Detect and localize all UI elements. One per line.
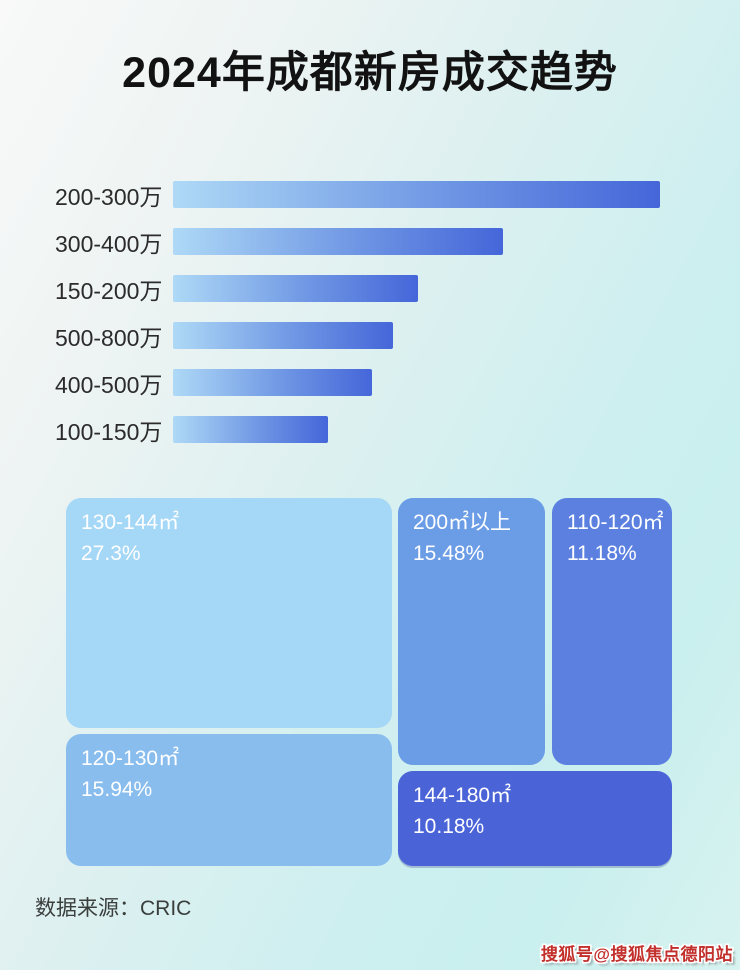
bar-fill xyxy=(173,275,418,302)
bar-area xyxy=(173,228,660,255)
bar-label: 200-300万 xyxy=(55,183,163,210)
bar-fill xyxy=(173,416,328,443)
bar-area xyxy=(173,416,660,443)
bar-row: 300-400万 xyxy=(55,228,660,257)
treemap-block-label: 120-130㎡ xyxy=(81,747,180,770)
treemap-block-200-plus: 200㎡以上 15.48% xyxy=(398,498,545,765)
treemap-block-130-144: 130-144㎡ 27.3% xyxy=(66,498,392,728)
bar-label: 100-150万 xyxy=(55,418,163,445)
bar-label: 400-500万 xyxy=(55,371,163,398)
bar-area xyxy=(173,322,660,349)
treemap-block-value: 15.94% xyxy=(81,778,153,801)
treemap-block-label: 200㎡以上 xyxy=(413,511,512,534)
treemap-block-144-180: 144-180㎡ 10.18% xyxy=(398,771,672,866)
data-source-label: 数据来源：CRIC xyxy=(35,897,192,920)
bar-label: 500-800万 xyxy=(55,324,163,351)
page-title: 2024年成都新房成交趋势 xyxy=(122,49,618,97)
area-share-treemap: 130-144㎡ 27.3% 200㎡以上 15.48% 110-120㎡ 11… xyxy=(66,498,672,866)
bar-row: 500-800万 xyxy=(55,322,660,351)
treemap-block-label: 144-180㎡ xyxy=(413,784,512,807)
watermark: 搜狐号@搜狐焦点德阳站 xyxy=(540,945,733,964)
bar-row: 200-300万 xyxy=(55,181,660,210)
bar-row: 400-500万 xyxy=(55,369,660,398)
bar-fill xyxy=(173,369,373,396)
treemap-block-value: 10.18% xyxy=(413,815,485,838)
treemap-block-label: 130-144㎡ xyxy=(81,511,180,534)
bar-fill xyxy=(173,181,660,208)
bar-row: 150-200万 xyxy=(55,275,660,304)
bar-label: 150-200万 xyxy=(55,277,163,304)
treemap-block-110-120: 110-120㎡ 11.18% xyxy=(552,498,672,765)
treemap-block-value: 15.48% xyxy=(413,542,485,565)
treemap-block-value: 27.3% xyxy=(81,542,141,565)
bar-row: 100-150万 xyxy=(55,416,660,445)
bar-fill xyxy=(173,322,394,349)
treemap-block-120-130: 120-130㎡ 15.94% xyxy=(66,734,392,866)
treemap-block-label: 110-120㎡ xyxy=(567,511,664,534)
bar-label: 300-400万 xyxy=(55,230,163,257)
treemap-block-value: 11.18% xyxy=(567,542,637,565)
bar-fill xyxy=(173,228,504,255)
bar-area xyxy=(173,369,660,396)
bar-area xyxy=(173,181,660,208)
price-band-bar-chart: 200-300万 300-400万 150-200万 500-800万 400-… xyxy=(55,181,660,445)
bar-area xyxy=(173,275,660,302)
